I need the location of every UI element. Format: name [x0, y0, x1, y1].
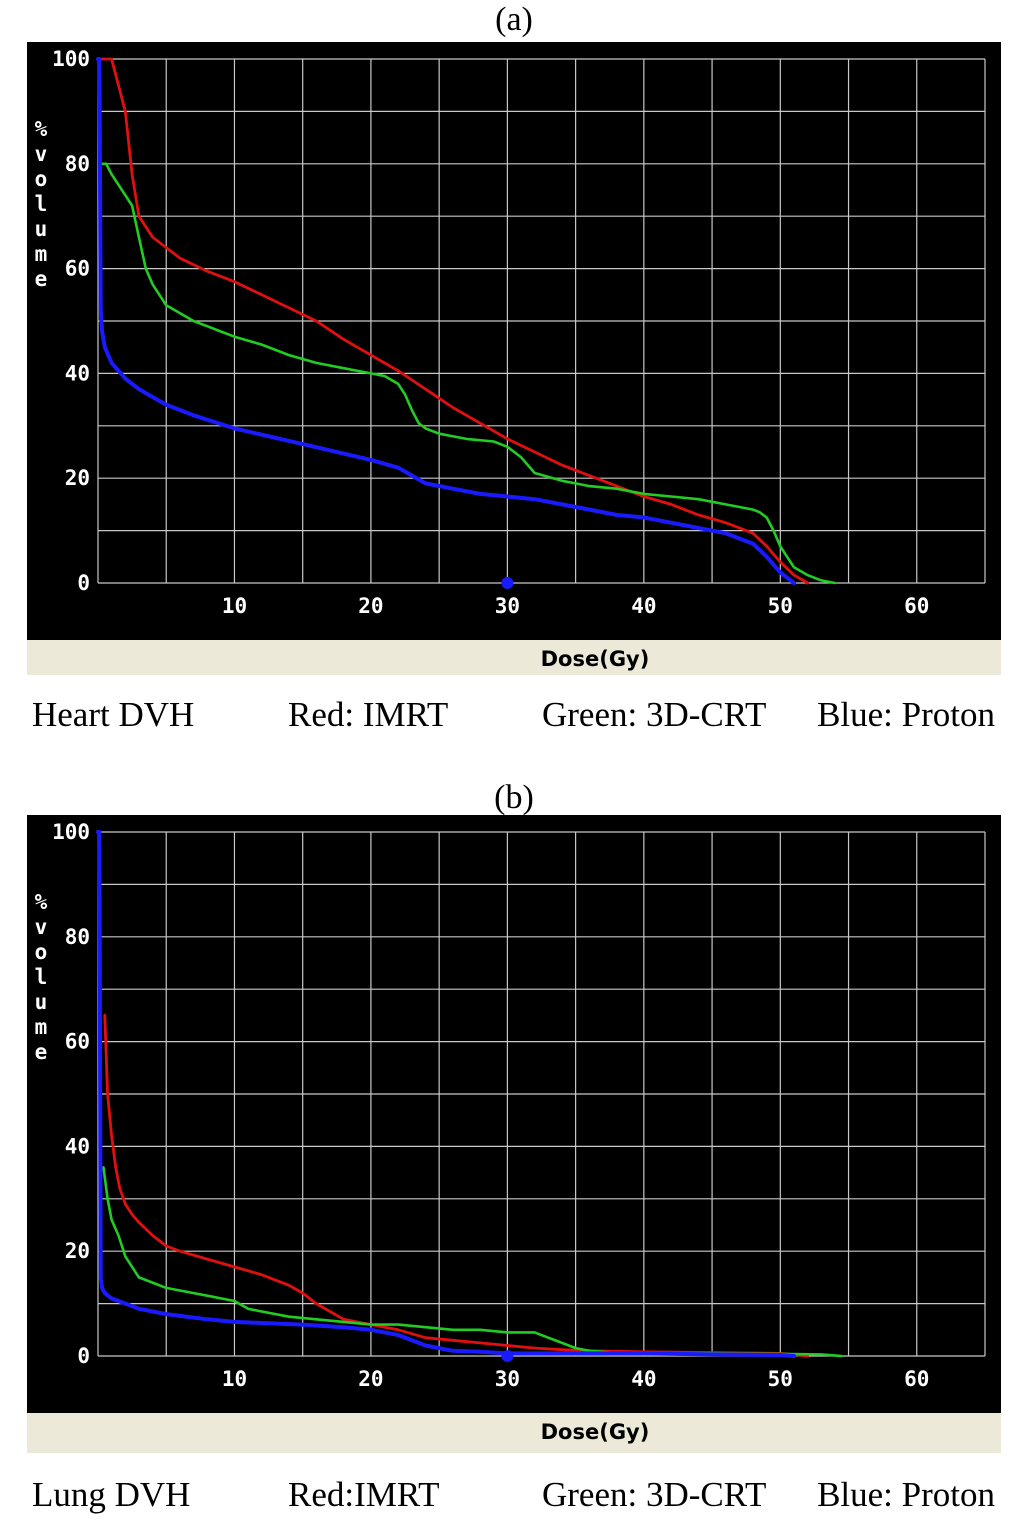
y-tick-a-40: 40: [65, 361, 90, 385]
y-tick-a-60: 60: [65, 257, 90, 281]
x-axis-label-a: Dose(Gy): [541, 647, 650, 671]
x-tick-b-30: 30: [495, 1367, 520, 1391]
x-tick-a-40: 40: [631, 594, 656, 618]
series-group-a: [96, 57, 837, 589]
x-tick-a-60: 60: [904, 594, 929, 618]
y-label-char-b-4: u: [35, 990, 48, 1014]
x-tick-b-40: 40: [631, 1367, 656, 1391]
y-tick-a-100: 100: [52, 47, 90, 71]
caption-red-b: Red:IMRT: [288, 1475, 440, 1514]
y-label-char-a-2: o: [35, 167, 48, 191]
panel-label-a: (a): [495, 1, 533, 38]
plot-background-a: [27, 42, 1001, 640]
grid-a: [97, 58, 986, 584]
y-tick-labels-b: 0 20 40 60 80 100: [52, 820, 90, 1368]
y-tick-b-100: 100: [52, 820, 90, 844]
panel-label-b: (b): [494, 779, 534, 816]
y-label-char-a-4: u: [35, 217, 48, 241]
series-line-b-imrt: [103, 1014, 809, 1358]
x-tick-b-50: 50: [768, 1367, 793, 1391]
y-tick-b-40: 40: [65, 1134, 90, 1158]
x-tick-labels-b: 10 20 30 40 50 60: [222, 1367, 930, 1391]
y-tick-b-60: 60: [65, 1030, 90, 1054]
series-line-a-proton: [96, 57, 796, 585]
xlabel-bar-b: [27, 1413, 1001, 1453]
y-label-char-a-1: v: [35, 142, 48, 166]
x-tick-b-10: 10: [222, 1367, 247, 1391]
x-tick-b-60: 60: [904, 1367, 929, 1391]
plot-background-b: [27, 815, 1001, 1413]
caption-blue-a: Blue: Proton: [817, 695, 995, 734]
grid-b: [97, 831, 986, 1357]
y-label-char-b-6: e: [35, 1040, 48, 1064]
x-tick-a-30: 30: [495, 594, 520, 618]
y-label-char-a-3: l: [35, 192, 48, 216]
y-tick-b-20: 20: [65, 1239, 90, 1263]
y-tick-a-0: 0: [77, 571, 90, 595]
y-label-char-b-5: m: [35, 1015, 48, 1039]
caption-green-b: Green: 3D-CRT: [542, 1475, 766, 1514]
y-label-char-b-0: %: [35, 890, 48, 914]
y-label-char-a-0: %: [35, 117, 48, 141]
caption-red-a: Red: IMRT: [288, 695, 448, 734]
x-tick-a-20: 20: [358, 594, 383, 618]
y-tick-a-20: 20: [65, 466, 90, 490]
y-label-char-a-5: m: [35, 242, 48, 266]
y-label-char-b-1: v: [35, 915, 48, 939]
caption-organ-a: Heart DVH: [32, 695, 194, 734]
x-axis-label-b: Dose(Gy): [541, 1420, 650, 1444]
series-line-a-3d-crt: [100, 162, 837, 585]
x-tick-a-50: 50: [768, 594, 793, 618]
x-tick-labels-a: 10 20 30 40 50 60: [222, 594, 930, 618]
y-tick-b-80: 80: [65, 925, 90, 949]
xlabel-bar-a: [27, 640, 1001, 675]
caption-organ-b: Lung DVH: [32, 1475, 190, 1514]
series-line-b-proton: [96, 830, 796, 1358]
y-label-char-b-2: o: [35, 940, 48, 964]
series-line-a-imrt: [100, 57, 809, 585]
axis-marker-dot-b: [501, 1350, 514, 1362]
y-tick-b-0: 0: [77, 1344, 90, 1368]
y-tick-labels-a: 0 20 40 60 80 100: [52, 47, 90, 595]
x-tick-b-20: 20: [358, 1367, 383, 1391]
y-tick-a-80: 80: [65, 152, 90, 176]
caption-green-a: Green: 3D-CRT: [542, 695, 766, 734]
x-tick-a-10: 10: [222, 594, 247, 618]
axis-marker-dot-a: [501, 577, 514, 589]
caption-blue-b: Blue: Proton: [817, 1475, 995, 1514]
series-group-b: [96, 830, 844, 1362]
y-label-char-b-3: l: [35, 965, 48, 989]
y-label-char-a-6: e: [35, 267, 48, 291]
